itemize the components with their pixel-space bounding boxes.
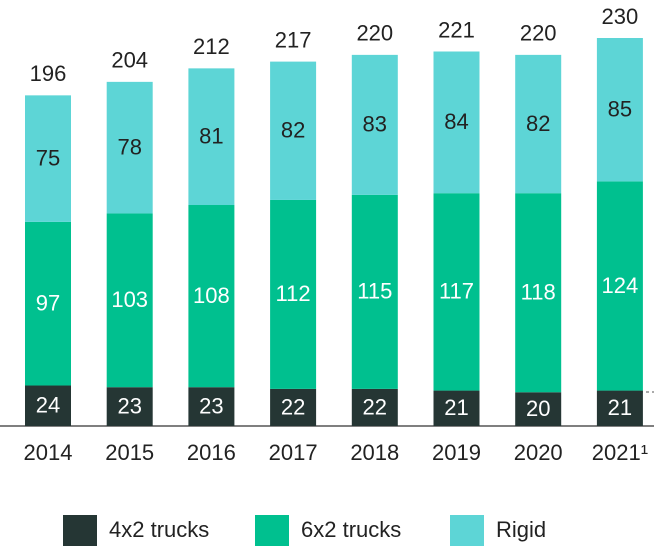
value-label: 124 [602, 273, 639, 298]
bar-segment [351, 194, 398, 389]
bar-segment [515, 392, 562, 426]
value-label: 22 [363, 394, 387, 419]
value-label: 81 [199, 123, 223, 148]
legend-label: Rigid [496, 517, 546, 542]
bar-segment [596, 38, 643, 182]
value-label: 83 [363, 112, 387, 137]
legend-swatch [63, 515, 97, 546]
value-label: 115 [357, 279, 392, 304]
bar-segment [596, 390, 643, 426]
value-label: 82 [526, 111, 550, 136]
x-tick-label: 2020 [514, 440, 563, 465]
value-label: 84 [444, 109, 468, 134]
legend-swatch [255, 515, 289, 546]
bar-segment [270, 61, 317, 200]
legend-label: 4x2 trucks [109, 517, 209, 542]
value-label: 108 [193, 283, 230, 308]
value-label: 97 [36, 291, 60, 316]
value-label: 103 [111, 287, 148, 312]
x-tick-label: 2016 [187, 440, 236, 465]
value-label: 21 [444, 395, 468, 420]
x-tick-label: 2015 [105, 440, 154, 465]
value-label: 82 [281, 118, 305, 143]
value-label: 118 [521, 280, 556, 305]
bar-segment [25, 385, 71, 426]
bar-segment [25, 95, 71, 222]
bar-segment [433, 390, 480, 426]
bar-segment [515, 54, 562, 194]
total-label: 220 [356, 21, 393, 46]
value-label: 23 [199, 393, 223, 418]
value-label: 21 [608, 395, 632, 420]
x-tick-label: 2019 [432, 440, 481, 465]
bar-segment [188, 205, 235, 388]
bar-segment [351, 388, 398, 426]
value-label: 24 [36, 393, 60, 418]
x-tick-label: 2017 [269, 440, 318, 465]
bar-segment [270, 199, 317, 389]
total-label: 230 [602, 4, 639, 29]
bar-segment [351, 54, 398, 195]
bar-segment [106, 81, 153, 214]
total-label: 217 [275, 27, 312, 52]
bar-segment [106, 213, 153, 388]
value-label: 117 [439, 279, 474, 304]
x-tick-label: 2018 [350, 440, 399, 465]
bar-segment [596, 181, 643, 391]
total-label: 212 [193, 34, 230, 59]
legend-swatch [450, 515, 484, 546]
bar-segment [515, 193, 562, 393]
value-label: 75 [36, 145, 60, 170]
bar-segment [188, 68, 235, 206]
bar-segment [188, 387, 235, 426]
bar-segment [433, 193, 480, 391]
bar-segment [25, 221, 71, 386]
bar-segment [106, 387, 153, 426]
total-label: 196 [30, 61, 67, 86]
value-label: 22 [281, 394, 305, 419]
total-label: 220 [520, 21, 557, 46]
value-label: 112 [276, 281, 311, 306]
total-label: 221 [438, 17, 475, 42]
bar-segment [433, 51, 480, 194]
x-tick-label: 2021¹ [592, 440, 648, 465]
value-label: 20 [526, 396, 550, 421]
x-tick-label: 2014 [24, 440, 73, 465]
value-label: 78 [117, 134, 141, 159]
bar-segment [270, 388, 317, 426]
total-label: 204 [111, 48, 148, 73]
value-label: 23 [117, 393, 141, 418]
legend-label: 6x2 trucks [301, 517, 401, 542]
value-label: 85 [608, 97, 632, 122]
